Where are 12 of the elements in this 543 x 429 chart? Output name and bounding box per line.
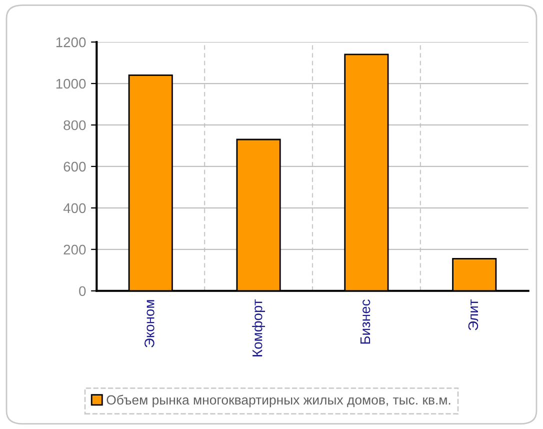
x-tick-label: Эконом (144, 300, 154, 348)
x-tick-label: Комфорт (252, 299, 266, 356)
legend-label: Объем рынка многоквартирных жилых домов, тыс. кв.м. (106, 394, 450, 408)
y-tick-label: 1000 (56, 78, 86, 89)
y-tick-label: 600 (64, 162, 86, 172)
x-tick-label: Бизнес (360, 300, 370, 344)
x-tick-label: Элит (468, 299, 478, 330)
y-tick-label: 400 (63, 203, 86, 214)
y-tick-label: 0 (79, 286, 86, 296)
y-tick-label: 200 (64, 244, 86, 255)
y-tick-label: 1200 (56, 37, 86, 48)
y-tick-label: 800 (64, 120, 86, 130)
